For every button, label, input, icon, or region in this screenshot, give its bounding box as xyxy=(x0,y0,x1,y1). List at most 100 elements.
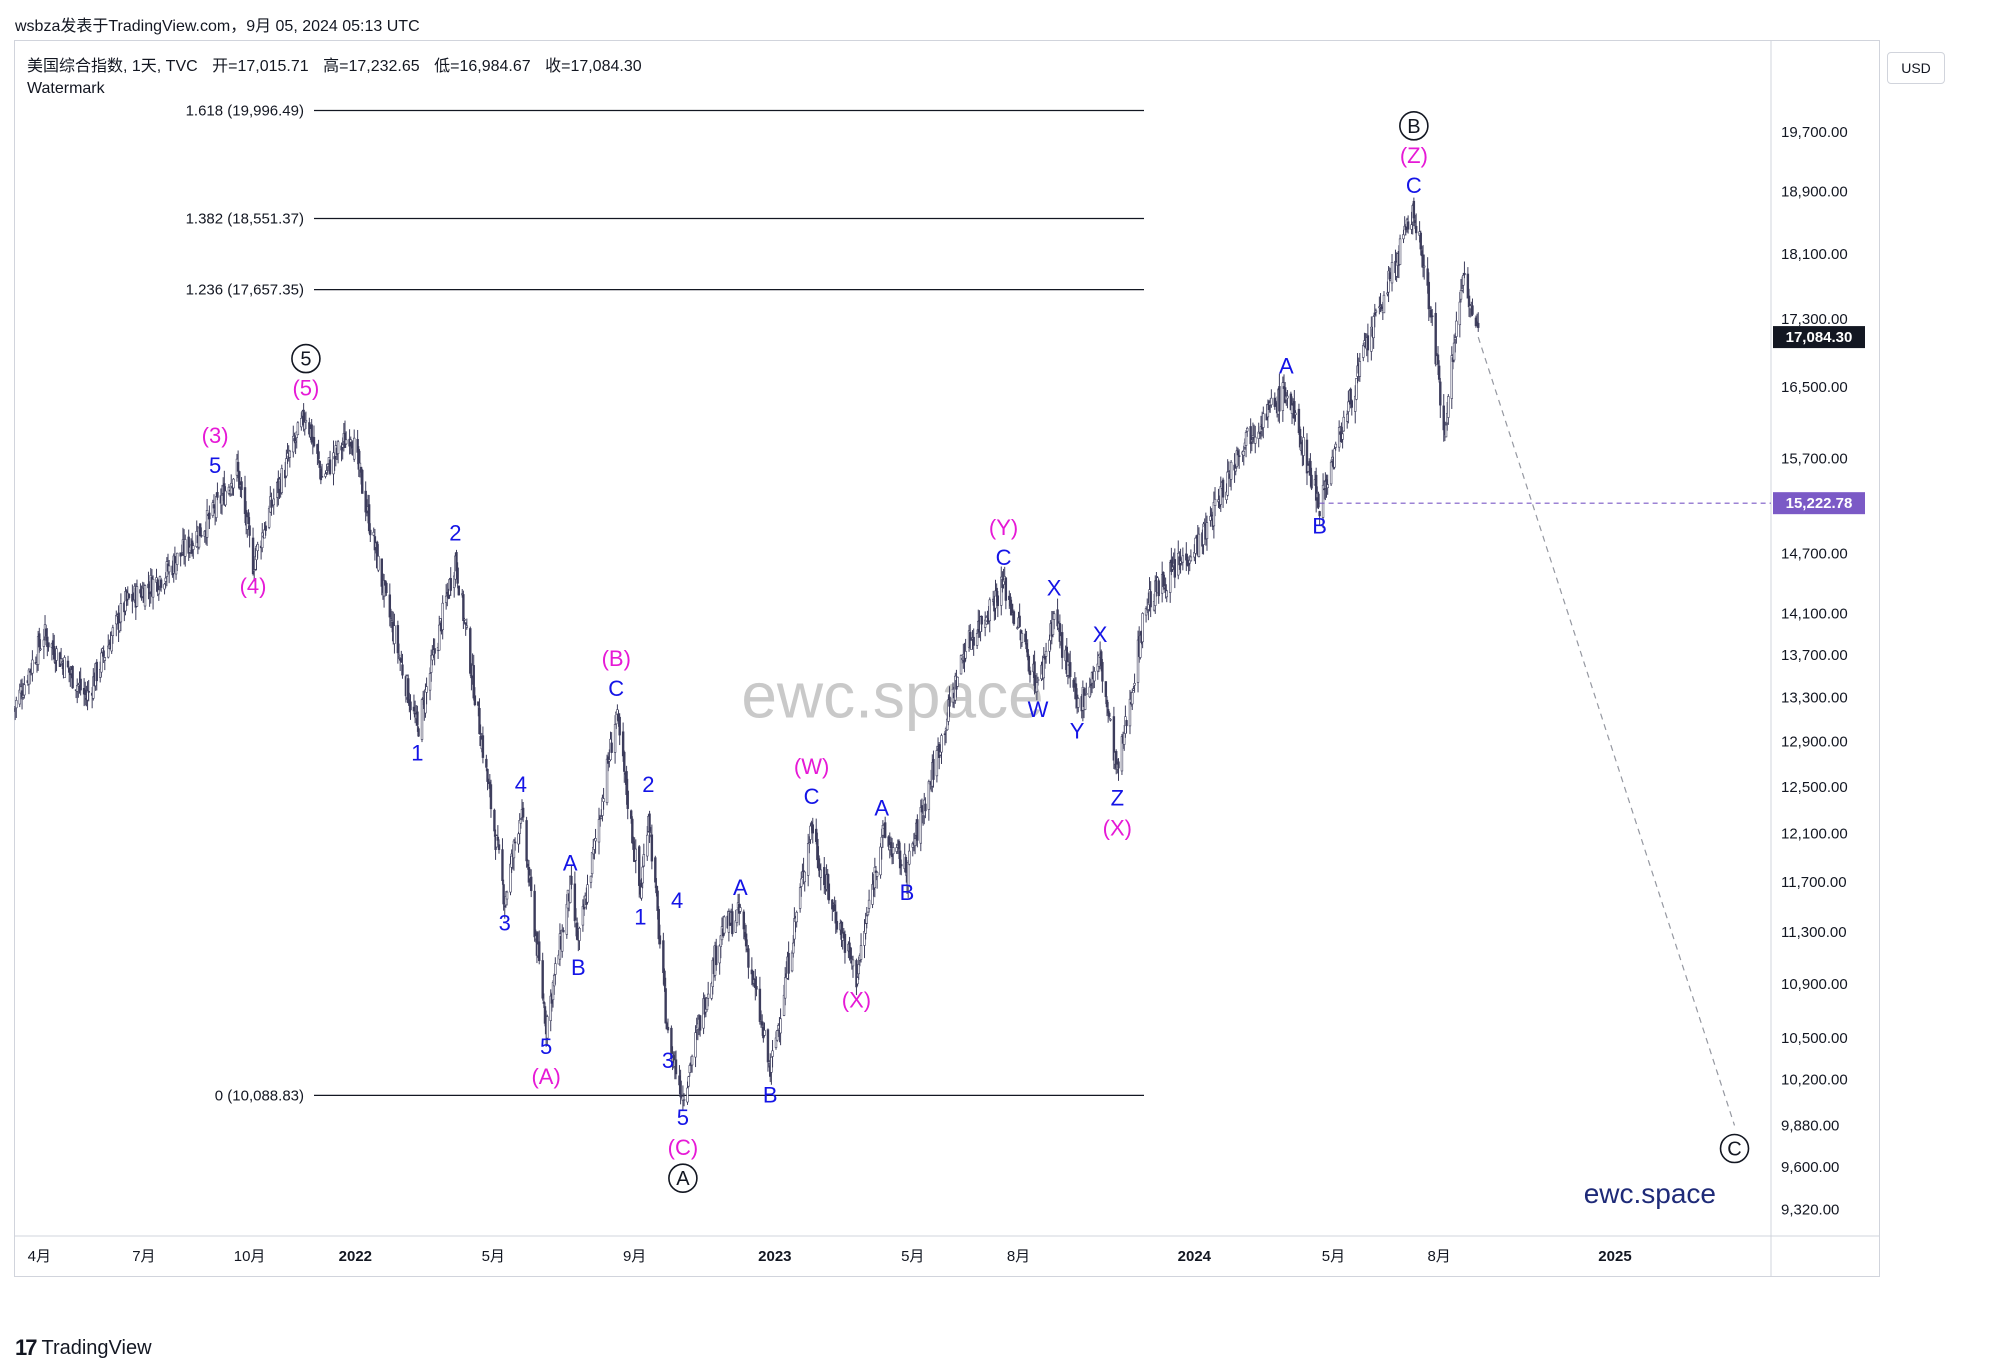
candle-body xyxy=(843,934,847,953)
candle-body xyxy=(795,912,798,923)
candle-body xyxy=(21,695,25,698)
price-tick-label: 13,700.00 xyxy=(1781,647,1848,664)
candle-body xyxy=(264,525,267,531)
candle-body xyxy=(1439,381,1442,406)
candle-body xyxy=(1249,426,1252,445)
candle-body xyxy=(1447,396,1450,418)
chart-area[interactable]: ewc.space 19,700.00 18,900.00 18,100.00 17,3… xyxy=(12,40,1880,1283)
candle-body xyxy=(1355,378,1358,400)
candle-body xyxy=(236,461,240,472)
candle-body xyxy=(723,916,726,934)
candle-body xyxy=(503,905,506,908)
candle-body xyxy=(352,437,356,460)
candle-body xyxy=(1025,643,1028,650)
candle-body xyxy=(1458,301,1462,326)
candle-body xyxy=(1237,455,1241,457)
candle-body xyxy=(224,490,227,506)
candle-body xyxy=(900,864,903,867)
candle-body xyxy=(809,825,812,840)
candle-body xyxy=(939,751,942,756)
time-tick-label: 7月 xyxy=(132,1248,155,1265)
candle-body xyxy=(1471,305,1474,315)
candle-body xyxy=(409,701,412,711)
candle-body xyxy=(679,1080,682,1098)
wave-label: (B) xyxy=(602,646,631,671)
candle-body xyxy=(1125,720,1128,727)
candle-body xyxy=(538,941,541,962)
symbol-name[interactable]: 美国综合指数, 1天, TVC xyxy=(27,58,198,75)
candle-body xyxy=(23,684,26,696)
support-level-label: 15,222.78 xyxy=(1786,495,1853,512)
candle-body xyxy=(513,841,517,844)
candle-body xyxy=(1108,712,1111,717)
candle-body xyxy=(102,650,105,657)
time-tick-label: 2023 xyxy=(758,1248,791,1265)
price-tick-label: 14,700.00 xyxy=(1781,545,1848,562)
candle-body xyxy=(686,1087,689,1103)
candle-body xyxy=(139,589,142,594)
candle-body xyxy=(632,841,635,850)
candle-body xyxy=(787,953,790,974)
candle-body xyxy=(857,964,860,975)
candle-body xyxy=(600,816,603,819)
wave-label: (4) xyxy=(240,573,267,598)
chart-svg[interactable]: ewc.space 19,700.00 18,900.00 18,100.00 17,3… xyxy=(12,40,1880,1283)
candle-body xyxy=(542,1001,546,1004)
candle-body xyxy=(1024,633,1027,643)
candle-body xyxy=(47,642,50,648)
price-tick-label: 11,300.00 xyxy=(1781,924,1847,941)
candle-body xyxy=(561,929,564,952)
time-tick-label: 10月 xyxy=(234,1248,266,1265)
candle-body xyxy=(1165,590,1168,598)
candle-body xyxy=(198,523,202,537)
tradingview-logo[interactable]: 17 TradingView xyxy=(15,1335,152,1361)
watermark-indicator-label[interactable]: Watermark xyxy=(27,80,105,97)
price-tick-label: 13,300.00 xyxy=(1781,690,1848,707)
wave-label: (C) xyxy=(668,1135,699,1160)
candle-body xyxy=(1378,306,1381,309)
candle-body xyxy=(1309,460,1312,476)
candle-body xyxy=(521,807,525,818)
close-value: 收=17,084.30 xyxy=(545,58,642,75)
candle-body xyxy=(328,459,332,475)
candle-body xyxy=(200,534,203,537)
wave-label: (3) xyxy=(202,423,229,448)
candle-body xyxy=(527,867,531,883)
candle-body xyxy=(1406,221,1410,230)
candle-body xyxy=(1321,484,1325,518)
candle-body xyxy=(1323,488,1326,491)
price-tick-label: 12,500.00 xyxy=(1781,779,1848,796)
candle-body xyxy=(256,544,259,552)
candle-body xyxy=(253,569,256,572)
candle-body xyxy=(866,911,870,916)
tradingview-brand-text: TradingView xyxy=(41,1336,152,1359)
candle-body xyxy=(280,468,283,493)
candle-body xyxy=(1101,661,1104,682)
candle-body xyxy=(706,993,710,999)
candle-body xyxy=(1157,580,1160,597)
candle-body xyxy=(1293,401,1296,419)
candle-body xyxy=(1310,474,1313,489)
candle-body xyxy=(803,871,806,883)
candle-body xyxy=(44,628,48,637)
projection-arrow xyxy=(1477,336,1736,1126)
candle-body xyxy=(163,583,166,590)
candle-body xyxy=(462,594,465,621)
candle-body xyxy=(496,836,500,841)
candle-body xyxy=(53,646,56,660)
candle-body xyxy=(372,531,375,536)
candle-body xyxy=(380,558,383,587)
candle-body xyxy=(690,1055,694,1066)
candle-body xyxy=(493,809,496,832)
wave-label: Z xyxy=(1111,785,1124,810)
candle-body xyxy=(230,482,233,495)
wave-label: (5) xyxy=(292,376,319,401)
wave-label: (Y) xyxy=(989,515,1018,540)
candle-body xyxy=(377,555,380,571)
wave-label: 3 xyxy=(499,911,511,936)
candle-body xyxy=(1370,326,1373,352)
currency-button[interactable]: USD xyxy=(1887,52,1945,84)
wave-label: 2 xyxy=(449,520,461,545)
candle-body xyxy=(529,876,533,891)
candle-body xyxy=(1128,698,1132,727)
